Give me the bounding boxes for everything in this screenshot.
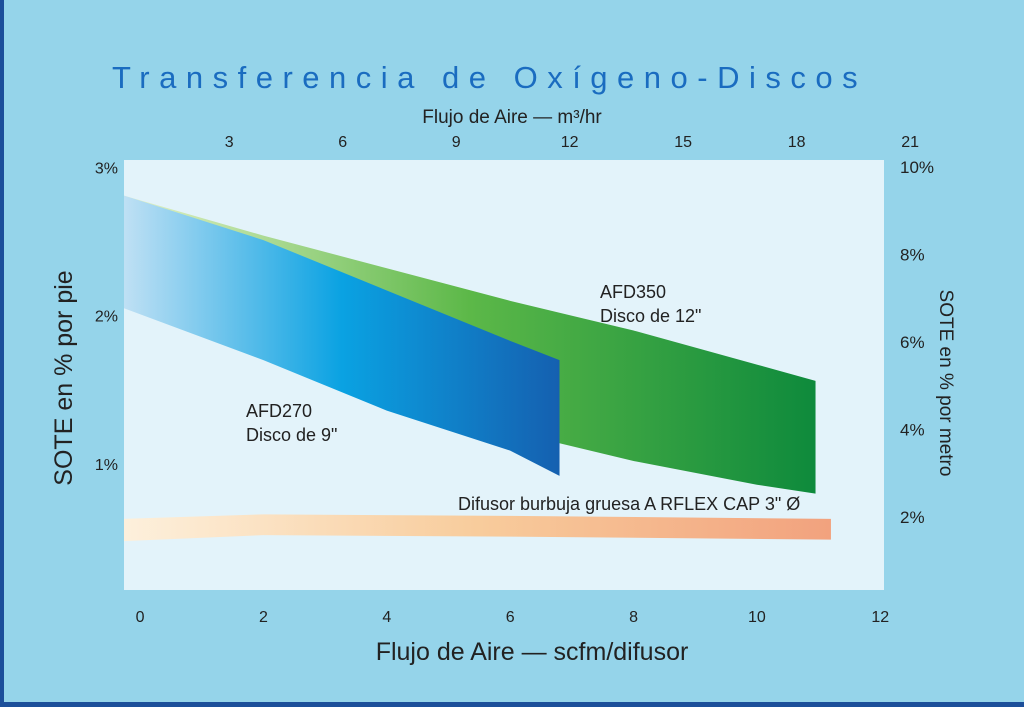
x-tick-label: 0 <box>136 609 145 626</box>
left-edge <box>0 0 4 707</box>
y2-tick-label: 8% <box>900 245 925 264</box>
y-tick-label: 2% <box>95 309 118 326</box>
y2-tick-label: 2% <box>900 508 925 527</box>
x2-tick-label: 15 <box>674 134 692 151</box>
x-tick-label: 12 <box>871 609 889 626</box>
band <box>124 195 560 476</box>
series-description: Disco de 12" <box>600 306 701 326</box>
y2-tick-label: 10% <box>900 158 934 177</box>
x2-tick-label: 3 <box>225 134 234 151</box>
y-axis-label: SOTE en % por pie <box>50 270 78 485</box>
y2-tick-label: 6% <box>900 333 925 352</box>
x2-tick-label: 9 <box>452 134 461 151</box>
series-label: Difusor burbuja gruesa A RFLEX CAP 3" Ø <box>458 494 800 514</box>
y2-tick-label: 4% <box>900 420 925 439</box>
chart-title: Transferencia de Oxígeno-Discos <box>112 60 867 95</box>
y2-axis-label: SOTE en % por metro <box>935 290 956 477</box>
x-tick-label: 2 <box>259 609 268 626</box>
x-tick-label: 8 <box>629 609 638 626</box>
x2-tick-label: 12 <box>561 134 579 151</box>
x-axis-label: Flujo de Aire — scfm/difusor <box>376 638 689 666</box>
x2-tick-label: 18 <box>788 134 806 151</box>
series-label: AFD350 <box>600 282 666 302</box>
x-tick-label: 6 <box>506 609 515 626</box>
y-tick-label: 1% <box>95 457 118 474</box>
y-tick-label: 3% <box>95 160 118 177</box>
x-tick-label: 4 <box>382 609 391 626</box>
bottom-edge <box>0 702 1024 707</box>
x-tick-label: 10 <box>748 609 766 626</box>
x2-tick-label: 6 <box>338 134 347 151</box>
series-label: AFD270 <box>246 401 312 421</box>
x2-axis-label: Flujo de Aire — m³/hr <box>422 107 602 128</box>
series-description: Disco de 9" <box>246 425 337 445</box>
x2-tick-label: 21 <box>901 134 919 151</box>
band <box>124 514 831 542</box>
